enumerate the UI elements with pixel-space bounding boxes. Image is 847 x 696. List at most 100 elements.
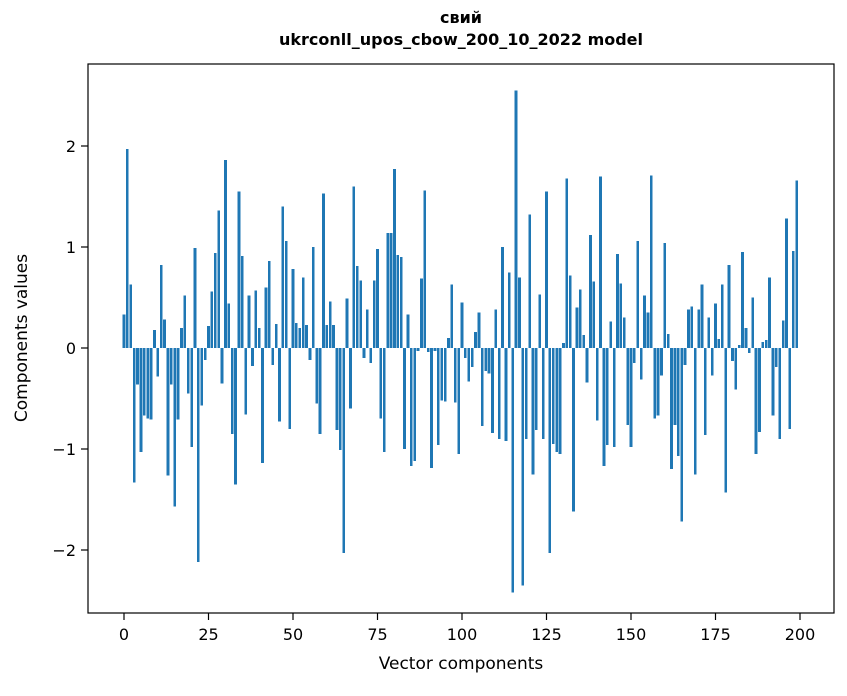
bar xyxy=(264,287,268,348)
bar xyxy=(247,295,251,348)
bar xyxy=(342,348,346,554)
bar xyxy=(791,251,795,348)
bar xyxy=(717,338,721,348)
bar xyxy=(754,348,758,455)
bar xyxy=(616,254,619,348)
bar xyxy=(585,348,589,383)
bar xyxy=(369,348,373,364)
bar xyxy=(372,280,376,348)
bar xyxy=(267,261,271,348)
bar xyxy=(362,348,366,359)
bar xyxy=(578,289,582,348)
bar xyxy=(240,256,244,348)
bar xyxy=(288,348,291,429)
bar xyxy=(744,327,748,348)
bar xyxy=(514,90,518,348)
bar xyxy=(541,348,545,439)
bar xyxy=(261,348,264,464)
bar xyxy=(349,348,352,409)
bar xyxy=(741,252,744,348)
bar xyxy=(379,348,383,419)
bar xyxy=(673,348,677,425)
bar xyxy=(149,348,153,420)
bar xyxy=(284,240,288,348)
bar xyxy=(727,265,731,348)
bar xyxy=(295,322,298,348)
bar xyxy=(548,348,552,554)
bar xyxy=(551,348,555,444)
bar xyxy=(619,283,623,348)
bar xyxy=(382,348,386,453)
bar xyxy=(477,312,481,348)
bar xyxy=(643,295,646,348)
bar xyxy=(132,348,136,483)
bar xyxy=(271,348,275,366)
bar xyxy=(315,348,319,404)
bar xyxy=(433,348,437,352)
bar xyxy=(403,348,406,449)
bar xyxy=(535,348,538,430)
bar xyxy=(568,275,572,348)
bar xyxy=(700,284,704,348)
bar xyxy=(426,348,430,353)
bar xyxy=(507,272,511,348)
bar xyxy=(781,320,785,348)
bar xyxy=(169,348,173,385)
bar xyxy=(612,348,616,447)
bar xyxy=(636,240,640,348)
bar xyxy=(136,348,139,385)
bar xyxy=(227,303,231,348)
bar xyxy=(352,186,356,348)
bar xyxy=(609,321,613,348)
bar xyxy=(166,348,170,476)
bar xyxy=(443,348,447,402)
bar xyxy=(308,348,312,361)
bar xyxy=(251,348,254,367)
bar xyxy=(200,348,204,406)
bar xyxy=(666,333,670,348)
bar xyxy=(129,284,133,348)
y-tick-label: 0 xyxy=(66,339,76,358)
bar xyxy=(376,249,379,348)
bar xyxy=(795,180,798,348)
bar xyxy=(210,291,214,348)
bar xyxy=(190,348,193,447)
x-tick-label: 50 xyxy=(283,625,303,644)
x-tick-label: 75 xyxy=(367,625,387,644)
bar xyxy=(555,348,558,453)
bar xyxy=(237,191,241,348)
bar xyxy=(386,232,389,348)
bar xyxy=(788,348,792,429)
bar xyxy=(562,342,565,348)
bar xyxy=(278,348,281,422)
bar xyxy=(366,309,369,348)
bar xyxy=(771,348,775,416)
bar xyxy=(511,348,515,593)
bar xyxy=(359,280,362,348)
bar xyxy=(423,190,427,348)
bar xyxy=(416,348,420,352)
bar xyxy=(599,176,602,348)
bar xyxy=(720,284,724,348)
bar xyxy=(291,269,295,348)
bar xyxy=(163,319,166,348)
bar xyxy=(697,309,700,348)
bar xyxy=(497,348,501,439)
bar xyxy=(126,149,129,348)
bar xyxy=(318,348,322,434)
bar xyxy=(345,298,349,348)
bar xyxy=(257,327,261,348)
bar xyxy=(464,348,467,359)
bar xyxy=(430,348,433,469)
bar xyxy=(322,193,325,348)
bar xyxy=(524,348,528,439)
x-tick-label: 100 xyxy=(447,625,478,644)
x-tick-label: 125 xyxy=(531,625,562,644)
bar xyxy=(281,206,285,348)
bar xyxy=(531,348,535,475)
bar xyxy=(207,325,210,348)
bar xyxy=(670,348,673,470)
y-axis-label: Components values xyxy=(12,254,32,422)
bar xyxy=(663,242,667,348)
